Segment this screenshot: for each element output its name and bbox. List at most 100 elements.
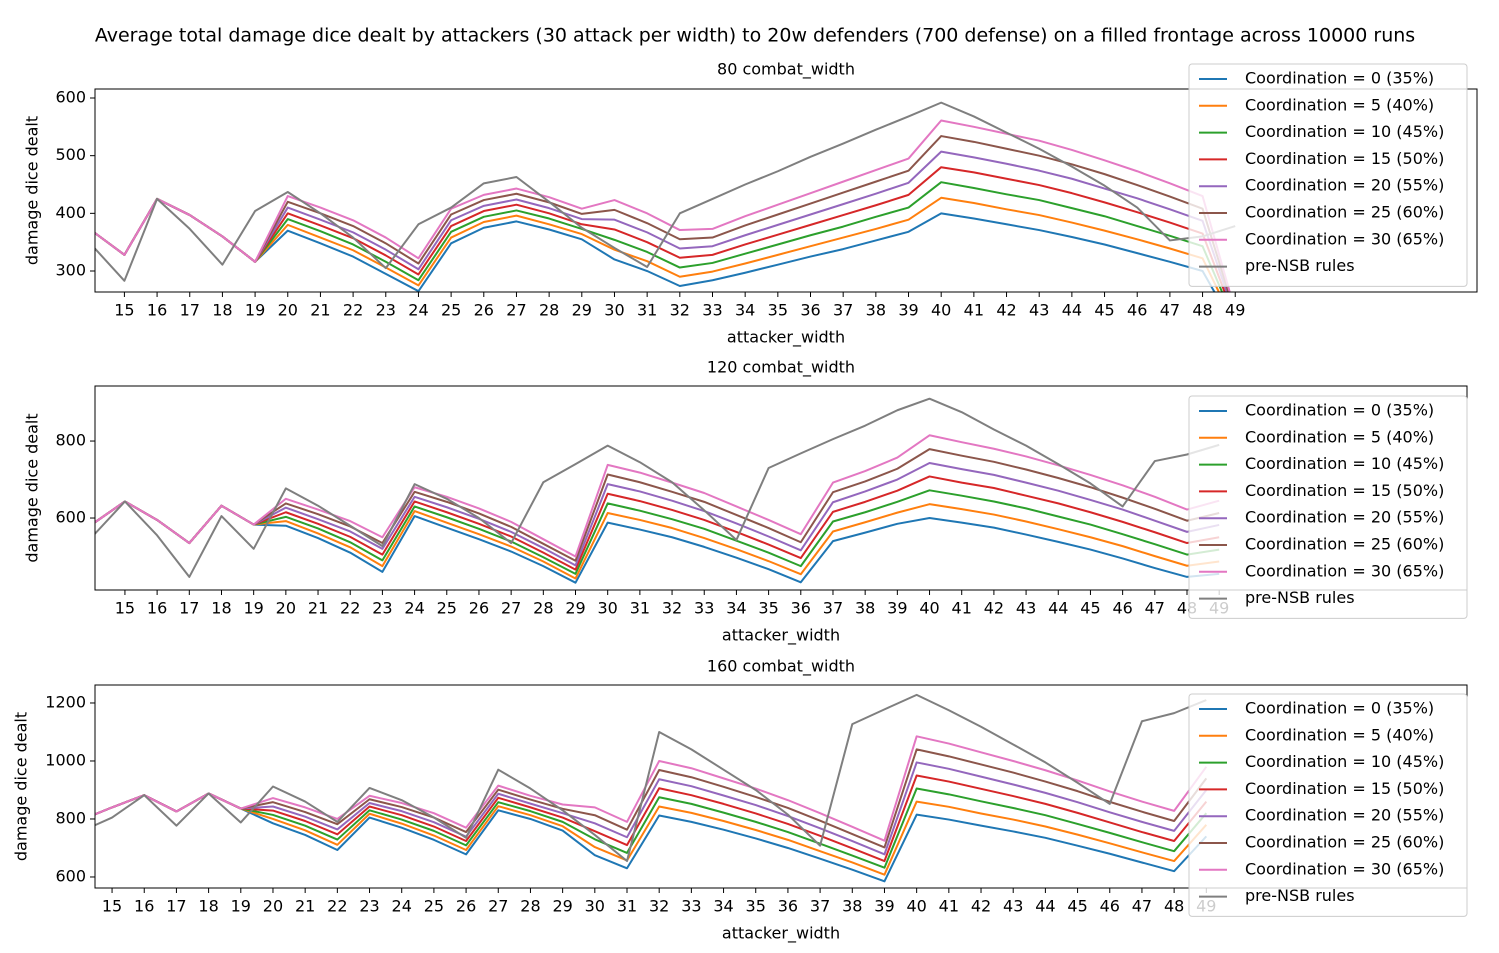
legend-label: Coordination = 25 (60%)	[1245, 203, 1444, 222]
x-tick-label: 35	[758, 599, 778, 618]
legend-label: Coordination = 5 (40%)	[1245, 725, 1434, 744]
series-line	[95, 197, 1216, 292]
series-line	[95, 101, 1236, 282]
y-tick-label: 800	[55, 808, 86, 827]
x-tick-label: 35	[768, 301, 788, 320]
x-tick-label: 46	[1127, 301, 1147, 320]
y-tick-label: 300	[55, 261, 86, 280]
x-tick-label: 38	[842, 897, 862, 916]
x-tick-label: 21	[310, 301, 330, 320]
legend-box	[1188, 395, 1468, 619]
x-tick-label: 32	[670, 301, 690, 320]
x-tick-label: 36	[778, 897, 798, 916]
x-tick-label: 48	[1164, 897, 1184, 916]
series-line	[95, 135, 1230, 292]
x-tick-label: 36	[791, 599, 811, 618]
x-tick-label: 47	[1160, 301, 1180, 320]
x-tick-label: 28	[539, 301, 559, 320]
x-tick-label: 37	[823, 599, 843, 618]
y-tick-label: 600	[55, 508, 86, 527]
x-tick-label: 32	[649, 897, 669, 916]
series-line	[95, 166, 1226, 292]
x-tick-label: 27	[488, 897, 508, 916]
legend-label: Coordination = 30 (65%)	[1245, 859, 1444, 878]
y-axis-label: damage dice dealt	[23, 413, 42, 562]
figure-title: Average total damage dice dealt by attac…	[95, 25, 1415, 47]
plot-lines	[95, 397, 1220, 584]
x-tick-label: 29	[565, 599, 585, 618]
x-tick-label: 19	[245, 301, 265, 320]
x-tick-label: 44	[1048, 599, 1068, 618]
series-line	[95, 461, 1220, 567]
x-tick-label: 46	[1100, 897, 1120, 916]
y-axis-label: damage dice dealt	[12, 712, 31, 861]
x-tick-label: 18	[198, 897, 218, 916]
y-tick-label: 1200	[45, 692, 86, 711]
x-tick-label: 24	[408, 301, 428, 320]
x-tick-label: 49	[1225, 301, 1245, 320]
x-tick-label: 17	[166, 897, 186, 916]
x-tick-label: 16	[134, 897, 154, 916]
x-tick-label: 19	[231, 897, 251, 916]
x-tick-label: 21	[295, 897, 315, 916]
x-tick-label: 29	[572, 301, 592, 320]
x-tick-label: 26	[474, 301, 494, 320]
x-tick-label: 16	[147, 301, 167, 320]
legend-label: Coordination = 0 (35%)	[1245, 699, 1434, 718]
x-tick-label: 20	[278, 301, 298, 320]
legend-label: Coordination = 15 (50%)	[1245, 481, 1444, 500]
x-tick-label: 30	[604, 301, 624, 320]
legend-label: pre-NSB rules	[1245, 886, 1355, 905]
x-tick-label: 16	[147, 599, 167, 618]
x-tick-label: 26	[456, 897, 476, 916]
legend-label: Coordination = 25 (60%)	[1245, 833, 1444, 852]
x-tick-label: 20	[276, 599, 296, 618]
x-tick-label: 47	[1132, 897, 1152, 916]
series-line	[95, 792, 1208, 883]
legend-box	[1188, 693, 1468, 917]
x-tick-label: 28	[520, 897, 540, 916]
axes-frame	[94, 88, 1478, 293]
x-tick-label: 15	[102, 897, 122, 916]
legend-label: Coordination = 5 (40%)	[1245, 95, 1434, 114]
series-line	[95, 735, 1208, 842]
x-tick-label: 43	[1003, 897, 1023, 916]
x-tick-label: 31	[617, 897, 637, 916]
x-tick-label: 42	[971, 897, 991, 916]
legend-label: Coordination = 20 (55%)	[1245, 806, 1444, 825]
x-tick-label: 31	[630, 599, 650, 618]
series-line	[95, 787, 1208, 869]
x-tick-label: 22	[327, 897, 347, 916]
x-tick-label: 25	[424, 897, 444, 916]
x-tick-label: 21	[308, 599, 328, 618]
series-line	[95, 500, 1220, 580]
x-tick-label: 42	[984, 599, 1004, 618]
x-tick-label: 25	[441, 301, 461, 320]
series-line	[95, 475, 1220, 571]
legend: Coordination = 0 (35%) Coordination = 5 (…	[1188, 63, 1468, 287]
legend-label: Coordination = 20 (55%)	[1245, 176, 1444, 195]
legend-label: Coordination = 5 (40%)	[1245, 427, 1434, 446]
x-tick-label: 25	[437, 599, 457, 618]
x-tick-label: 33	[681, 897, 701, 916]
x-tick-label: 42	[996, 301, 1016, 320]
x-tick-label: 27	[506, 301, 526, 320]
x-tick-label: 43	[1029, 301, 1049, 320]
x-tick-label: 34	[713, 897, 733, 916]
x-tick-label: 39	[887, 599, 907, 618]
x-tick-label: 36	[800, 301, 820, 320]
subplot-title: 160 combat_width	[707, 657, 855, 677]
legend-label: Coordination = 10 (45%)	[1245, 454, 1444, 473]
x-axis-label: attacker_width	[722, 924, 840, 944]
x-tick-label: 45	[1080, 599, 1100, 618]
x-tick-label: 19	[243, 599, 263, 618]
legend-label: Coordination = 0 (35%)	[1245, 69, 1434, 88]
legend-label: Coordination = 30 (65%)	[1245, 229, 1444, 248]
x-tick-label: 33	[694, 599, 714, 618]
x-tick-label: 17	[180, 301, 200, 320]
x-tick-label: 34	[726, 599, 746, 618]
x-tick-label: 23	[359, 897, 379, 916]
legend-label: pre-NSB rules	[1245, 256, 1355, 275]
x-tick-label: 32	[662, 599, 682, 618]
x-tick-label: 17	[179, 599, 199, 618]
